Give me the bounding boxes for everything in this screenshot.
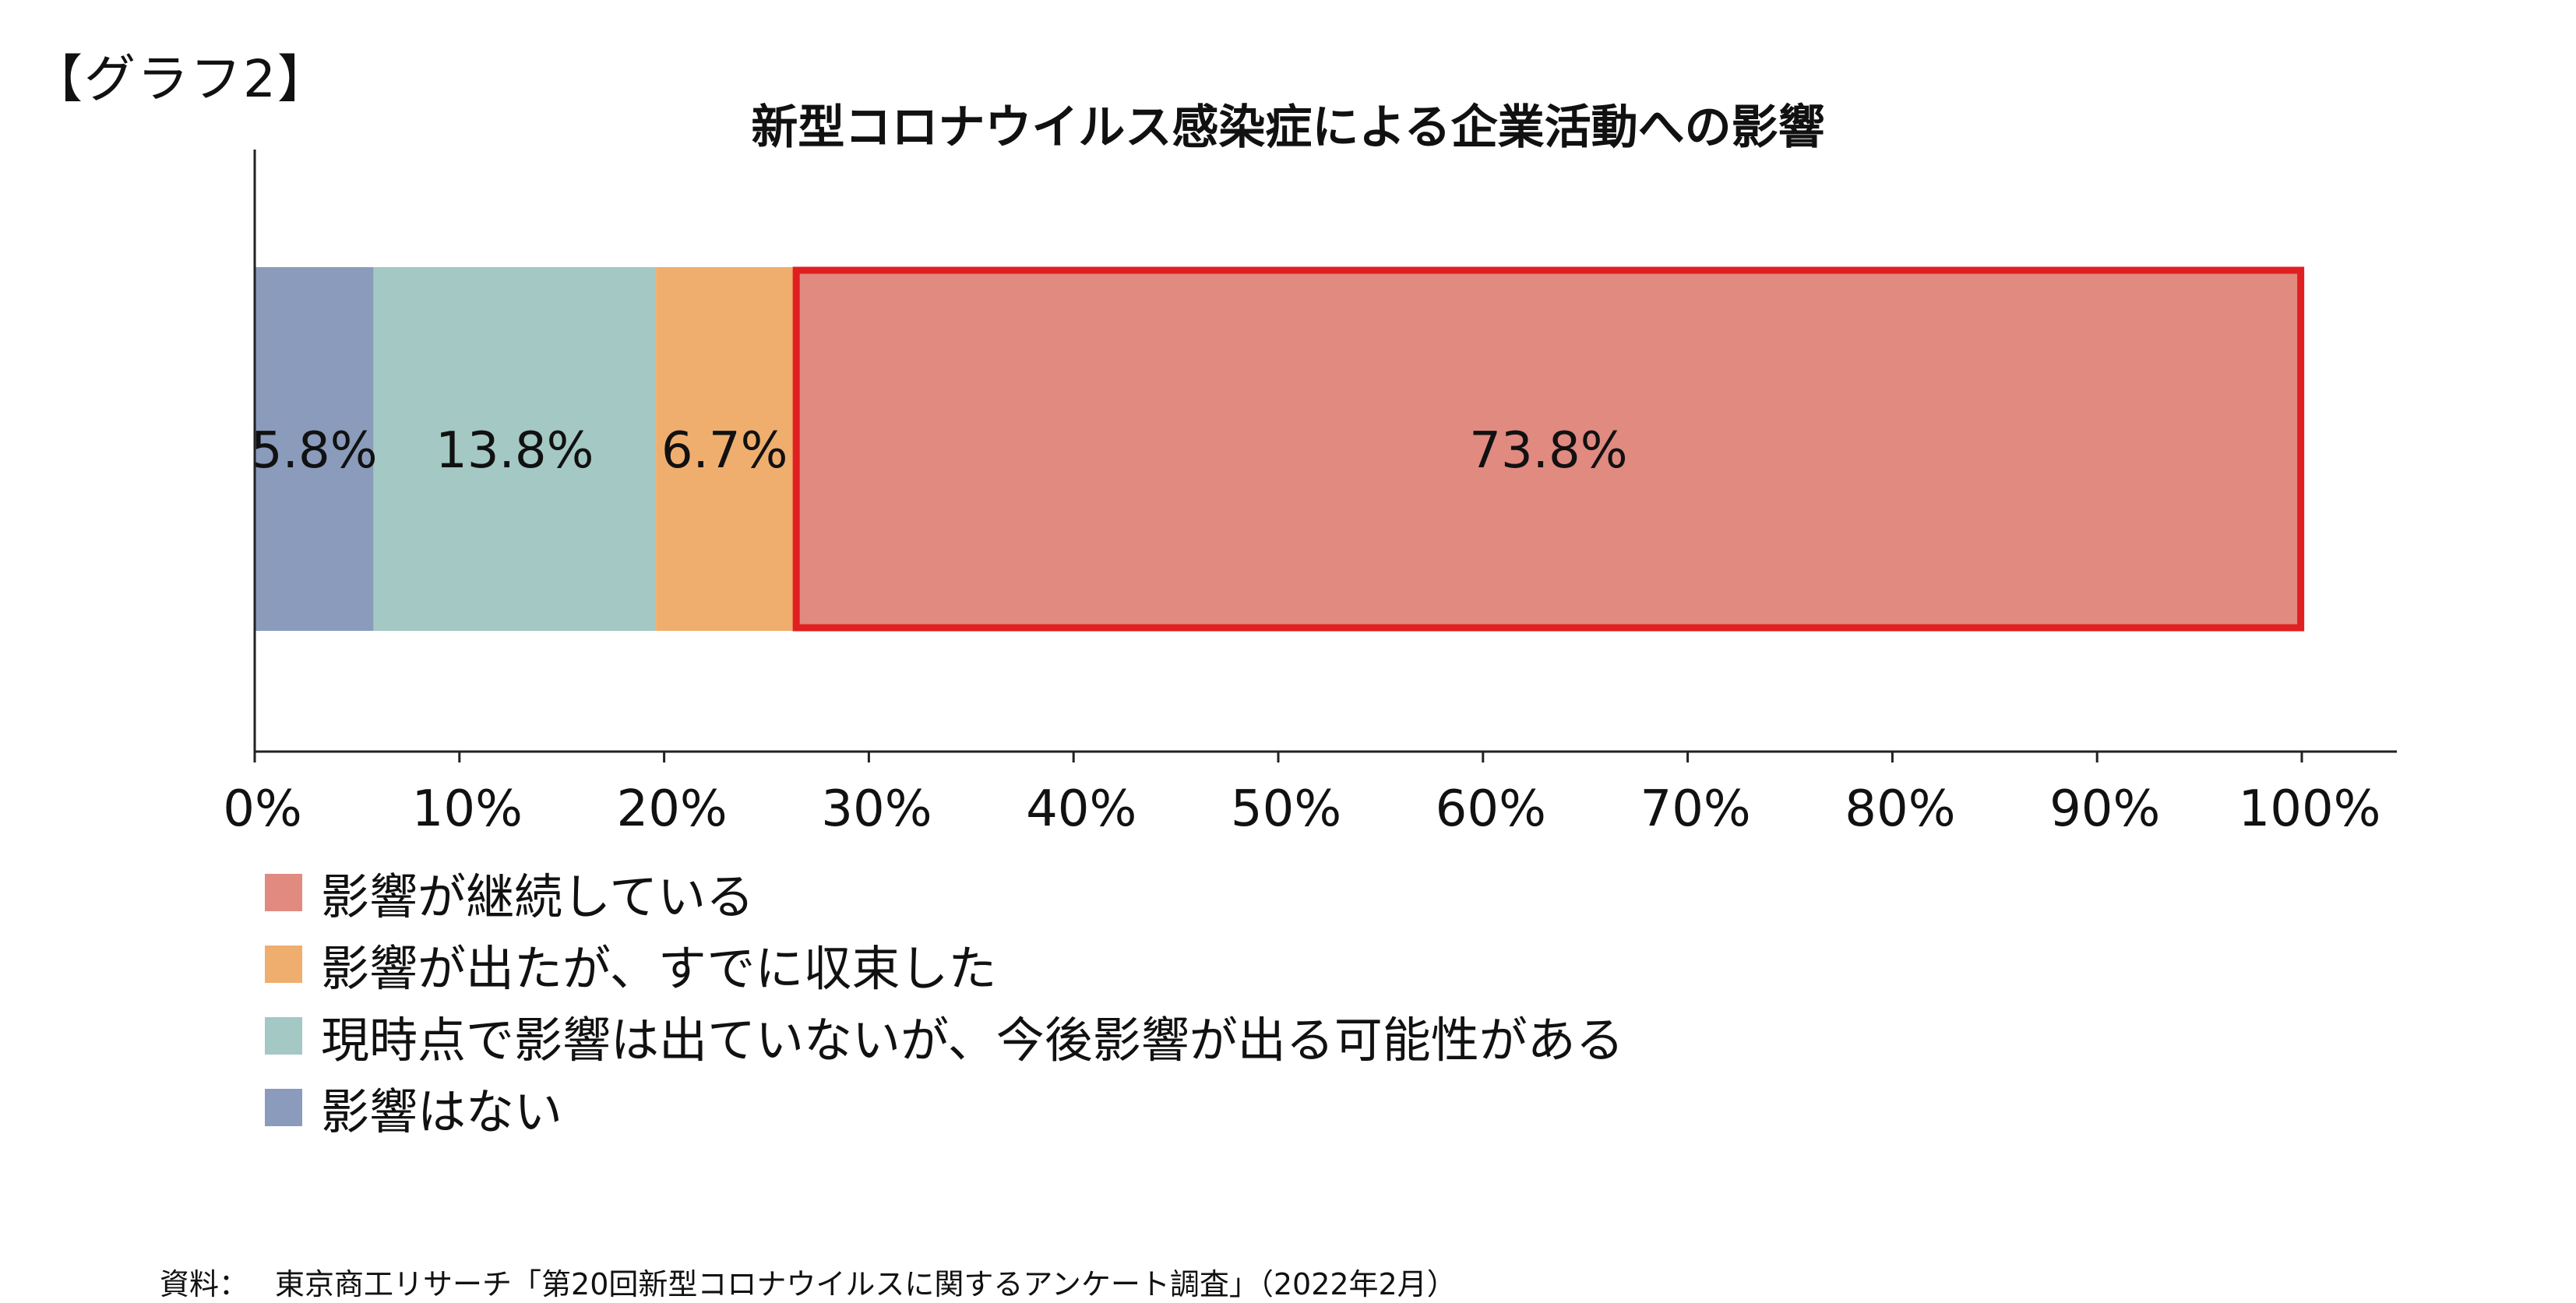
legend-swatch <box>265 1017 302 1055</box>
x-tick-label: 50% <box>1231 780 1341 838</box>
x-tick-label: 20% <box>616 780 727 838</box>
legend-item: 影響はない <box>265 1072 1624 1143</box>
legend-item: 現時点で影響は出ていないが、今後影響が出る可能性がある <box>265 1000 1624 1072</box>
x-tick-label: 40% <box>1026 780 1136 838</box>
x-tick-label: 10% <box>412 780 523 838</box>
x-tick-label: 90% <box>2049 780 2160 838</box>
source-note: 資料： 東京商工リサーチ「第20回新型コロナウイルスに関するアンケート調査」（20… <box>160 1260 1457 1303</box>
legend-label: 影響はない <box>321 1083 563 1140</box>
bar-segment <box>793 267 2304 631</box>
legend-label: 影響が出たが、すでに収束した <box>321 940 997 997</box>
bar-label-group: 5.8% 13.8% 6.7% 73.8% <box>251 422 1628 480</box>
x-tick-label: 30% <box>821 780 932 838</box>
bar-group <box>255 266 2305 632</box>
graph-label: 【グラフ2】 <box>31 49 330 109</box>
legend-label: 現時点で影響は出ていないが、今後影響が出る可能性がある <box>321 1012 1624 1069</box>
x-tick-label: 100% <box>2239 780 2381 838</box>
x-tick-label: 80% <box>1845 780 1955 838</box>
source-text: 東京商工リサーチ「第20回新型コロナウイルスに関するアンケート調査」（2022年… <box>275 1267 1457 1301</box>
bar-segment <box>656 267 794 631</box>
legend-item: 影響が継続している <box>265 857 1624 928</box>
x-tick-group <box>253 752 2303 762</box>
chart-title: 新型コロナウイルス感染症による企業活動への影響 <box>751 100 1825 155</box>
legend-swatch <box>265 946 302 983</box>
x-tick-label: 0% <box>223 780 302 838</box>
bar-value-label: 13.8% <box>435 422 594 480</box>
bar-value-label: 73.8% <box>1469 422 1627 480</box>
highlight-frame <box>792 266 2305 632</box>
legend-swatch <box>265 1089 302 1126</box>
bar-value-label: 5.8% <box>251 422 378 480</box>
bar-segment <box>255 267 374 631</box>
legend: 影響が継続している 影響が出たが、すでに収束した 現時点で影響は出ていないが、今… <box>265 857 1624 1143</box>
x-tick-label-group: 0% 10% 20% 30% 40% 50% 60% 70% 80% 90% 100% <box>223 780 2380 838</box>
bar-segment <box>373 267 657 631</box>
legend-item: 影響が出たが、すでに収束した <box>265 928 1624 1000</box>
source-label: 資料： <box>160 1267 249 1301</box>
legend-swatch <box>265 874 302 911</box>
legend-label: 影響が継続している <box>321 868 755 925</box>
x-tick-label: 70% <box>1640 780 1750 838</box>
x-tick-label: 60% <box>1436 780 1546 838</box>
bar-value-label: 6.7% <box>661 422 788 480</box>
